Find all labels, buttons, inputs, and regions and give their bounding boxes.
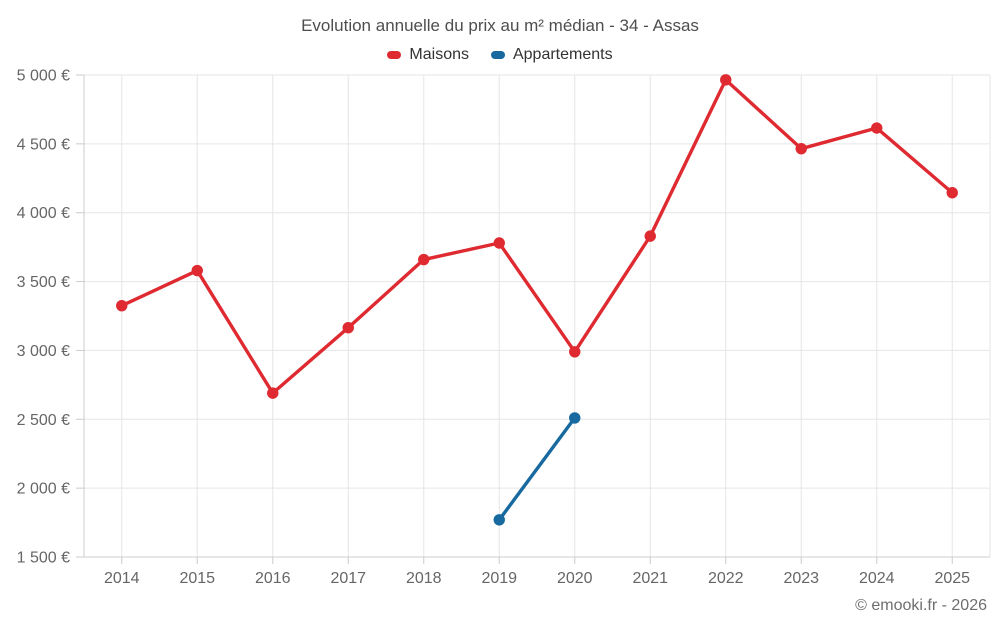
x-axis-tick-label: 2025 xyxy=(934,570,970,587)
x-axis-tick-label: 2020 xyxy=(557,570,593,587)
footer-credit: © emooki.fr - 2026 xyxy=(855,597,987,614)
y-axis-tick-label: 2 500 € xyxy=(17,412,70,429)
maisons-point xyxy=(191,264,203,277)
x-axis-tick-label: 2017 xyxy=(330,570,366,587)
maisons-legend-label: Maisons xyxy=(409,46,469,63)
maisons-point xyxy=(569,346,581,358)
x-axis-tick-label: 2023 xyxy=(783,570,819,587)
y-axis-tick-label: 3 000 € xyxy=(17,343,70,360)
maisons-point xyxy=(871,122,883,134)
maisons-line xyxy=(120,78,954,395)
maisons-point xyxy=(116,299,128,312)
y-axis-tick-label: 4 500 € xyxy=(17,136,70,153)
maisons-point xyxy=(946,187,958,199)
maisons-point xyxy=(720,74,732,86)
maisons-point xyxy=(795,142,807,155)
y-axis-tick-label: 1 500 € xyxy=(17,550,70,567)
chart-legend: Maisons Appartements xyxy=(0,46,1000,64)
maisons-point xyxy=(418,253,430,266)
appartements-point xyxy=(493,514,505,526)
y-axis-tick-label: 3 500 € xyxy=(17,274,70,291)
x-axis-tick-label: 2024 xyxy=(859,570,895,587)
chart-title: Evolution annuelle du prix au m² médian … xyxy=(301,16,699,35)
appartements-point xyxy=(569,412,581,424)
appartements-line xyxy=(497,416,577,522)
y-axis-tick-label: 2 000 € xyxy=(17,481,70,498)
maisons-legend-swatch-icon xyxy=(387,51,402,59)
legend-item-maisons[interactable]: Maisons xyxy=(387,46,469,64)
maisons-point xyxy=(267,387,279,399)
x-axis-tick-label: 2016 xyxy=(255,570,291,587)
appartements-legend-label: Appartements xyxy=(512,46,613,63)
x-axis-tick-label: 2019 xyxy=(481,570,517,587)
x-axis-tick-label: 2021 xyxy=(632,570,668,587)
x-axis-tick-label: 2018 xyxy=(406,570,442,587)
maisons-point xyxy=(493,237,505,249)
y-axis-tick-label: 5 000 € xyxy=(17,68,70,85)
appartements-legend-swatch-icon xyxy=(490,51,505,59)
x-axis-tick-label: 2015 xyxy=(179,570,215,587)
maisons-point xyxy=(644,230,656,242)
x-axis-tick-label: 2022 xyxy=(708,570,744,587)
maisons-point xyxy=(342,322,354,334)
legend-item-appartements[interactable]: Appartements xyxy=(490,46,613,64)
y-axis-tick-label: 4 000 € xyxy=(17,205,70,222)
x-axis-tick-label: 2014 xyxy=(104,570,140,587)
